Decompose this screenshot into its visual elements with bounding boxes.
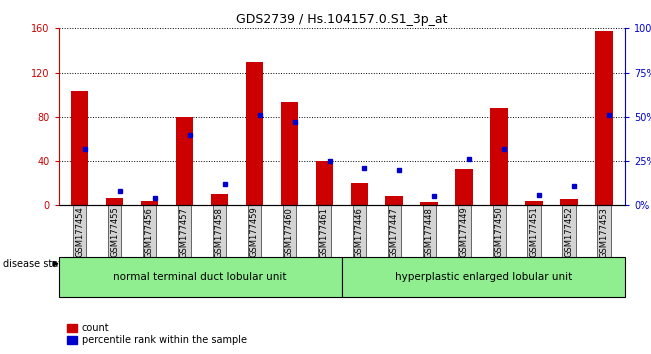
Legend: count, percentile rank within the sample: count, percentile rank within the sample <box>63 319 251 349</box>
Bar <box>525 201 543 205</box>
Bar <box>316 161 333 205</box>
Text: hyperplastic enlarged lobular unit: hyperplastic enlarged lobular unit <box>395 272 572 282</box>
Bar <box>342 257 625 297</box>
Bar <box>281 102 298 205</box>
Bar <box>595 30 613 205</box>
Text: disease state: disease state <box>3 259 68 269</box>
Bar <box>71 91 89 205</box>
Bar <box>59 257 342 297</box>
Bar <box>211 194 228 205</box>
Bar <box>490 108 508 205</box>
Bar <box>561 199 578 205</box>
Bar <box>245 62 263 205</box>
Bar <box>385 196 403 205</box>
Bar <box>105 198 123 205</box>
Bar <box>350 183 368 205</box>
Text: normal terminal duct lobular unit: normal terminal duct lobular unit <box>113 272 287 282</box>
Bar <box>176 117 193 205</box>
Bar <box>141 201 158 205</box>
Bar <box>456 169 473 205</box>
Bar <box>421 202 438 205</box>
Title: GDS2739 / Hs.104157.0.S1_3p_at: GDS2739 / Hs.104157.0.S1_3p_at <box>236 13 447 26</box>
